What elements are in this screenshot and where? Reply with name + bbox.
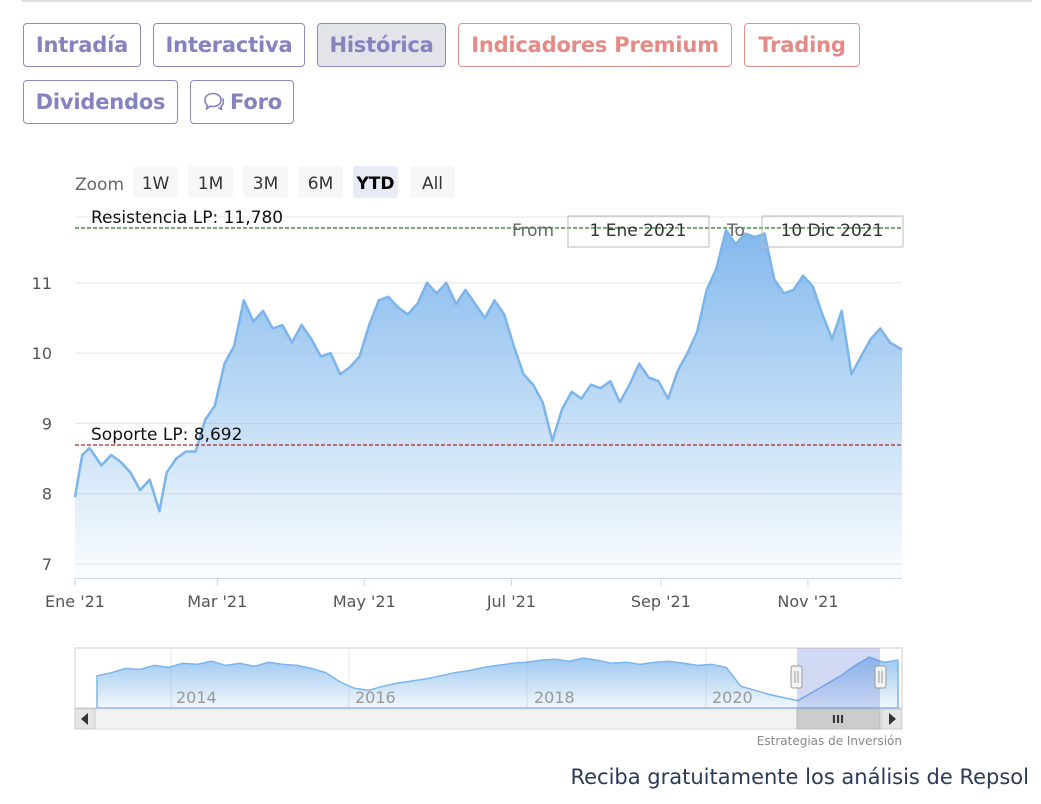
chart-credit[interactable]: Estrategias de Inversión — [757, 734, 902, 748]
navigator-year-label: 2016 — [355, 688, 396, 707]
navigator-series — [96, 656, 899, 709]
tab-label: Histórica — [329, 33, 434, 57]
tab-label: Dividendos — [35, 90, 166, 114]
to-date-input[interactable]: 10 Dic 2021 — [761, 215, 904, 248]
y-tick-label: 8 — [42, 485, 52, 504]
zoom-button-label: 1W — [142, 174, 170, 194]
zoom-button-ytd[interactable]: YTD — [353, 166, 398, 198]
navigator-right-handle[interactable] — [874, 665, 887, 689]
scrollbar-track[interactable] — [74, 708, 903, 730]
navigator-year-label: 2018 — [534, 688, 575, 707]
price-area — [75, 230, 902, 578]
support-label: Soporte LP: 8,692 — [91, 425, 242, 445]
scrollbar-grip: III — [832, 713, 844, 726]
x-tick-label: Nov '21 — [777, 592, 838, 611]
stock-chart: Zoom 1W 1M 3M 6M YTD All 7 8 9 10 11 Resistencia … — [0, 150, 1041, 760]
x-tick-label: Ene '21 — [45, 592, 105, 611]
scrollbar-thumb[interactable] — [796, 708, 881, 730]
zoom-button-6m[interactable]: 6M — [298, 166, 343, 198]
navigator-selected-range[interactable] — [797, 648, 880, 708]
from-label: From — [512, 221, 554, 241]
tab-trading[interactable]: Trading — [744, 23, 860, 67]
scroll-right-button[interactable] — [881, 708, 903, 730]
tab-label: Trading — [758, 33, 846, 57]
arrow-right-icon — [889, 713, 896, 725]
from-date-value: 1 Ene 2021 — [590, 221, 687, 241]
zoom-button-1w[interactable]: 1W — [133, 166, 178, 198]
tab-label: Foro — [230, 90, 282, 114]
navigator-year-label: 2020 — [712, 688, 753, 707]
x-tick-label: Jul '21 — [486, 592, 536, 611]
scrollbar[interactable]: III — [74, 708, 903, 730]
zoom-button-label: 1M — [198, 174, 223, 194]
tab-indicadores-premium[interactable]: Indicadores Premium — [458, 23, 732, 67]
tab-dividendos[interactable]: Dividendos — [23, 80, 178, 124]
navigator: 2014 2016 2018 2020 — [74, 647, 903, 709]
navigator-year-labels: 2014 2016 2018 2020 — [176, 688, 753, 707]
navigator-left-handle[interactable] — [790, 665, 803, 689]
x-tick-label: Mar '21 — [187, 592, 247, 611]
y-axis-labels: 7 8 9 10 11 — [32, 274, 52, 574]
from-date-input[interactable]: 1 Ene 2021 — [567, 215, 710, 248]
resistance-label: Resistencia LP: 11,780 — [91, 208, 283, 228]
tab-historica[interactable]: Histórica — [317, 23, 446, 67]
zoom-buttons: 1W 1M 3M 6M YTD All — [133, 166, 455, 198]
tab-label: Indicadores Premium — [471, 33, 719, 57]
x-tick-label: Sep '21 — [631, 592, 691, 611]
y-tick-label: 9 — [42, 414, 52, 433]
chart-svg: Zoom 1W 1M 3M 6M YTD All 7 8 9 10 11 Resistencia … — [32, 166, 904, 748]
to-date-value: 10 Dic 2021 — [781, 221, 884, 241]
price-line — [73, 228, 903, 513]
zoom-button-label: 3M — [253, 174, 278, 194]
arrow-left-icon — [81, 713, 88, 725]
x-tick-label: May '21 — [333, 592, 396, 611]
tab-label: Interactiva — [165, 33, 293, 57]
zoom-button-label: 6M — [308, 174, 333, 194]
y-tick-label: 7 — [42, 555, 52, 574]
zoom-button-label: YTD — [355, 174, 394, 194]
chat-bubbles-icon — [202, 90, 226, 114]
navigator-year-label: 2014 — [176, 688, 217, 707]
y-tick-label: 10 — [32, 344, 52, 363]
tab-label: Intradía — [35, 33, 129, 57]
tab-interactiva[interactable]: Interactiva — [153, 23, 305, 67]
zoom-button-label: All — [422, 174, 443, 194]
zoom-label: Zoom — [75, 175, 124, 195]
x-axis-labels: Ene '21 Mar '21 May '21 Jul '21 Sep '21 Nov '… — [45, 578, 839, 611]
zoom-button-all[interactable]: All — [410, 166, 455, 198]
y-tick-label: 11 — [32, 274, 52, 293]
support-resistance-lines: Resistencia LP: 11,780 Soporte LP: 8,692 — [75, 208, 902, 446]
tab-intradia[interactable]: Intradía — [23, 23, 141, 67]
top-divider — [22, 0, 1032, 2]
cta-link[interactable]: Reciba gratuitamente los análisis de Rep… — [570, 765, 1029, 789]
zoom-button-3m[interactable]: 3M — [243, 166, 288, 198]
scroll-left-button[interactable] — [74, 708, 96, 730]
tab-foro[interactable]: Foro — [190, 80, 294, 124]
to-label: To — [726, 221, 745, 241]
zoom-button-1m[interactable]: 1M — [188, 166, 233, 198]
